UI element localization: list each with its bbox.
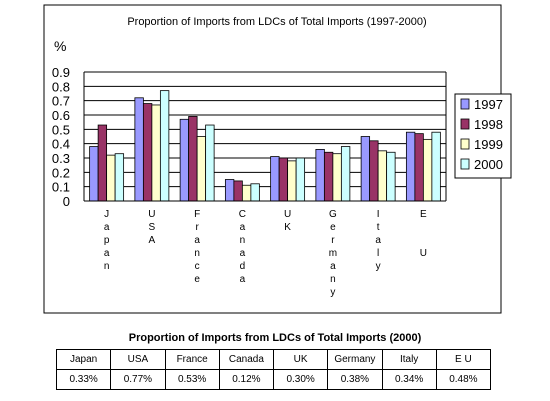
y-tick-label: 0.7 xyxy=(52,94,70,109)
y-tick-label: 0.9 xyxy=(52,65,70,80)
bar xyxy=(114,153,125,202)
legend-label: 1997 xyxy=(474,97,503,112)
bar xyxy=(386,151,396,202)
table-header-cell: Canada xyxy=(218,349,275,370)
bar xyxy=(340,146,351,202)
table-header-cell: France xyxy=(164,349,220,370)
y-axis-tick-labels: 00.10.20.30.40.50.60.70.80.9 xyxy=(52,65,70,209)
table-cell: 0.12% xyxy=(218,369,275,390)
x-tick-label: E U xyxy=(420,209,427,259)
legend-swatch xyxy=(460,118,470,130)
legend-label: 1998 xyxy=(474,117,503,132)
table-header-cell: E U xyxy=(435,349,492,370)
legend-swatch xyxy=(460,98,470,110)
bar xyxy=(224,179,235,202)
legend: 1997 1998 1999 2000 xyxy=(454,93,512,179)
bar xyxy=(241,184,252,202)
table-header-row: Japan USA France Canada UK Germany Italy… xyxy=(55,349,492,370)
bar xyxy=(278,157,289,202)
y-tick-label: 0.1 xyxy=(52,180,70,195)
table-header-cell: Germany xyxy=(327,349,383,370)
y-tick-label: 0.8 xyxy=(52,79,70,94)
y-tick-label: 0.5 xyxy=(52,122,70,137)
legend-swatch xyxy=(460,158,470,170)
y-tick-label: 0.3 xyxy=(52,151,70,166)
y-tick-label: 0.4 xyxy=(52,137,70,152)
bar xyxy=(159,90,170,202)
bar xyxy=(431,131,441,202)
bar xyxy=(188,116,198,202)
table-cell: 0.30% xyxy=(272,369,329,390)
bar xyxy=(270,156,280,202)
bar xyxy=(422,138,433,202)
table-row: 0.33% 0.77% 0.53% 0.12% 0.30% 0.38% 0.34… xyxy=(55,369,492,390)
bar xyxy=(369,140,379,202)
legend-label: 1999 xyxy=(474,137,503,152)
legend-label: 2000 xyxy=(474,157,503,172)
bar xyxy=(134,97,144,202)
table-header-cell: Japan xyxy=(55,349,112,370)
y-tick-label: 0.6 xyxy=(52,108,70,123)
bar xyxy=(89,146,99,202)
bars xyxy=(89,90,441,202)
table-header-cell: UK xyxy=(272,349,329,370)
bar xyxy=(315,148,325,202)
data-table: Japan USA France Canada UK Germany Italy… xyxy=(55,349,492,390)
chart: Proportion of Imports from LDCs of Total… xyxy=(43,4,512,314)
bar xyxy=(97,124,108,202)
bar xyxy=(287,160,297,202)
y-tick-label: 0.2 xyxy=(52,165,70,180)
table-cell: 0.34% xyxy=(381,369,437,390)
bar xyxy=(323,151,334,202)
y-tick-label: 0 xyxy=(63,194,70,209)
bar xyxy=(205,124,215,202)
bar xyxy=(233,180,243,202)
bar xyxy=(106,154,116,202)
table-cell: 0.53% xyxy=(164,369,220,390)
bar xyxy=(414,133,424,202)
bar xyxy=(332,153,342,202)
table-header-cell: Italy xyxy=(381,349,437,370)
bar xyxy=(360,136,371,202)
table-cell: 0.38% xyxy=(327,369,383,390)
bar xyxy=(179,118,190,202)
chart-title: Proportion of Imports from LDCs of Total… xyxy=(127,16,426,28)
bar xyxy=(405,131,416,202)
bar xyxy=(196,136,207,202)
y-axis-label: % xyxy=(54,38,66,54)
bar xyxy=(295,157,306,202)
bar xyxy=(142,103,153,202)
table-cell: 0.33% xyxy=(55,369,112,390)
table-cell: 0.77% xyxy=(110,369,166,390)
table-title: Proportion of Imports from LDCs of Total… xyxy=(128,332,422,344)
bar xyxy=(151,104,161,202)
legend-swatch xyxy=(460,138,470,150)
table-cell: 0.48% xyxy=(435,369,492,390)
table-header-cell: USA xyxy=(110,349,166,370)
bar xyxy=(377,150,388,202)
bar xyxy=(250,183,260,202)
